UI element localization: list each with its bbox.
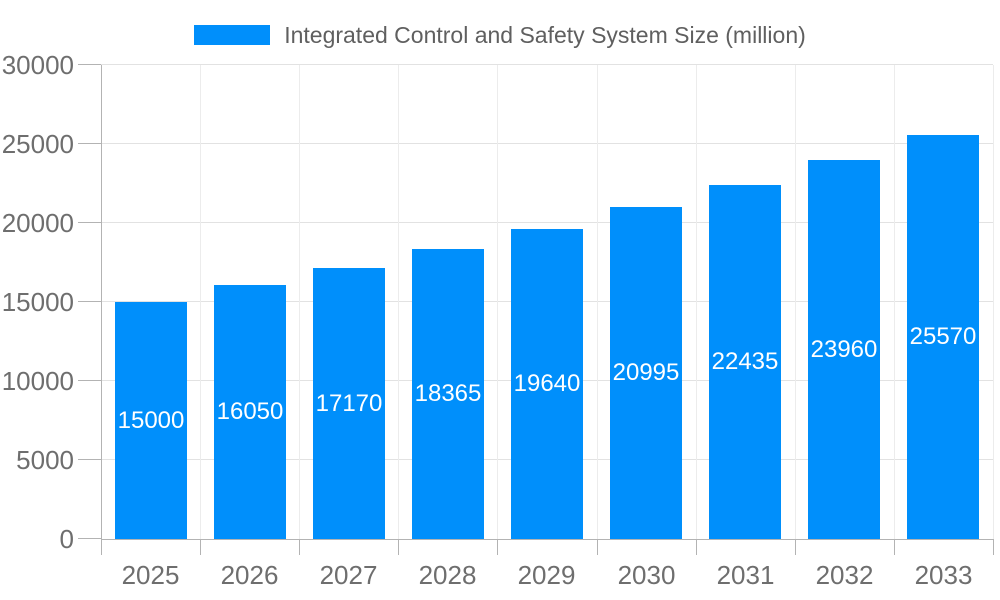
bar[interactable] [115, 302, 187, 539]
bar-value-label: 25570 [909, 323, 977, 350]
bar-value-label: 18365 [414, 380, 482, 407]
y-axis-line [101, 65, 102, 540]
v-gridline [795, 65, 796, 539]
x-tick [200, 539, 201, 555]
v-gridline [597, 65, 598, 539]
legend[interactable]: Integrated Control and Safety System Siz… [0, 21, 1000, 49]
x-tick [795, 539, 796, 555]
y-tick-label: 5000 [16, 445, 74, 475]
y-tick [78, 538, 101, 539]
bar-value-label: 22435 [711, 348, 779, 375]
y-tick [78, 64, 101, 65]
v-gridline [993, 65, 994, 539]
x-tick [497, 539, 498, 555]
y-tick-label: 20000 [1, 208, 74, 238]
x-axis-line [101, 539, 993, 540]
x-tick-label[interactable]: 2031 [716, 560, 775, 590]
y-tick [78, 222, 101, 223]
bar-value-label: 20995 [612, 359, 680, 386]
bar[interactable] [907, 135, 979, 539]
v-gridline [894, 65, 895, 539]
bar[interactable] [808, 160, 880, 539]
y-tick [78, 301, 101, 302]
y-tick-label: 15000 [1, 287, 74, 317]
y-tick [78, 459, 101, 460]
legend-label: Integrated Control and Safety System Siz… [284, 22, 806, 48]
v-gridline [299, 65, 300, 539]
bar[interactable] [412, 249, 484, 539]
x-tick-label[interactable]: 2032 [815, 560, 874, 590]
y-tick [78, 143, 101, 144]
y-tick [78, 380, 101, 381]
y-tick-label: 10000 [1, 366, 74, 396]
v-gridline [398, 65, 399, 539]
y-tick-label: 0 [59, 524, 74, 554]
y-tick-label: 30000 [1, 50, 74, 80]
v-gridline [696, 65, 697, 539]
x-tick-label[interactable]: 2026 [220, 560, 279, 590]
bar[interactable] [709, 185, 781, 539]
x-tick-label[interactable]: 2025 [121, 560, 180, 590]
x-tick [398, 539, 399, 555]
bar[interactable] [313, 268, 385, 539]
bar[interactable] [214, 285, 286, 539]
x-tick-label[interactable]: 2029 [517, 560, 576, 590]
x-tick [299, 539, 300, 555]
x-tick [597, 539, 598, 555]
h-gridline [101, 64, 993, 65]
bar-value-label: 23960 [810, 336, 878, 363]
x-tick-label[interactable]: 2030 [617, 560, 676, 590]
y-tick-label: 25000 [1, 129, 74, 159]
bar-value-label: 19640 [513, 370, 581, 397]
x-tick [696, 539, 697, 555]
v-gridline [497, 65, 498, 539]
x-tick [894, 539, 895, 555]
h-gridline [101, 222, 993, 223]
x-tick-label[interactable]: 2033 [914, 560, 973, 590]
bar-value-label: 17170 [315, 390, 383, 417]
bar-value-label: 15000 [117, 407, 185, 434]
bar[interactable] [610, 207, 682, 539]
bar-value-label: 16050 [216, 398, 284, 425]
bar[interactable] [511, 229, 583, 539]
h-gridline [101, 143, 993, 144]
x-tick-label[interactable]: 2027 [319, 560, 378, 590]
legend-swatch [194, 25, 271, 45]
x-tick-label[interactable]: 2028 [418, 560, 477, 590]
x-tick [101, 539, 102, 555]
v-gridline [200, 65, 201, 539]
x-tick [993, 539, 994, 555]
